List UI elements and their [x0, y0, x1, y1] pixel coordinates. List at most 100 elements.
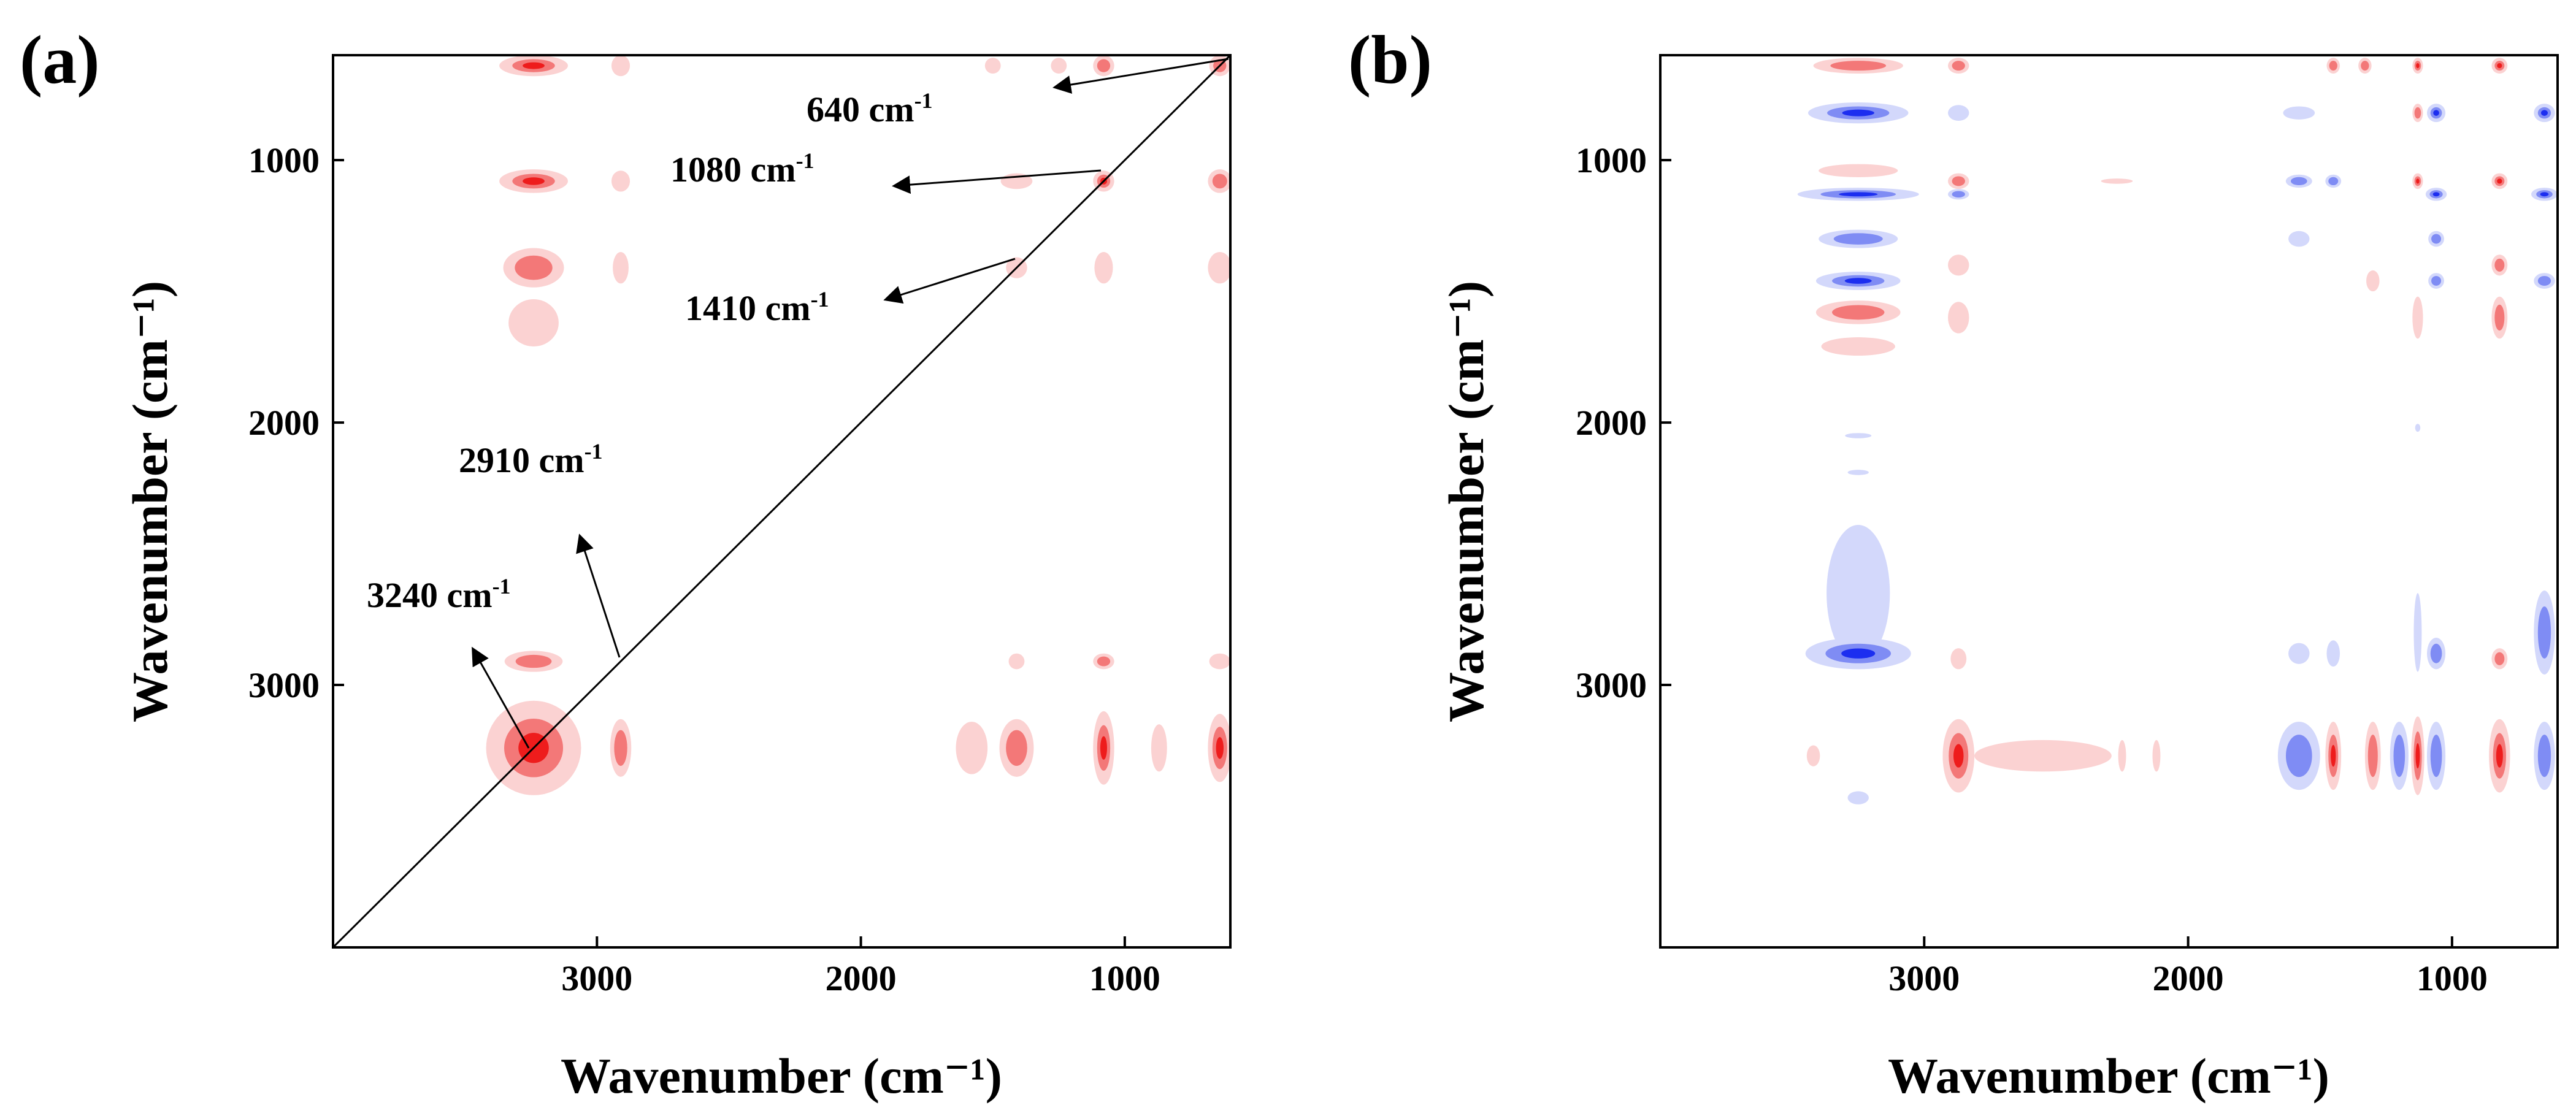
peak-contour — [2540, 192, 2549, 197]
svg-text:1410 cm-1: 1410 cm-1 — [685, 287, 829, 328]
peak-contour — [614, 730, 627, 766]
peak-contour — [2288, 231, 2310, 247]
plot-frame-a — [332, 54, 1232, 949]
peak-contour — [2433, 110, 2439, 116]
peak-contour — [2415, 424, 2421, 432]
cross-peak-a-1 — [1208, 714, 1230, 782]
annotation-2910-text: 2910 cm — [459, 440, 585, 480]
y-tick-label: 3000 — [248, 665, 320, 705]
peak-contour — [2283, 106, 2315, 120]
peak-contour — [1051, 58, 1067, 74]
y-axis-title-b: Wavenumber (cm⁻¹) — [1438, 281, 1494, 722]
annotation-1410-arrow — [883, 258, 1016, 304]
x-tick-label: 3000 — [1888, 958, 1960, 998]
cross-peak-a-3 — [999, 719, 1034, 777]
y-tick-label: 1000 — [248, 140, 320, 180]
peak-contour — [1842, 109, 1874, 117]
cross-peaks-b — [1797, 58, 2558, 805]
peak-contour — [2494, 258, 2505, 272]
peak-contour — [2496, 744, 2503, 768]
cross-peak-b-33 — [2283, 106, 2315, 120]
cross-peak-b-13 — [1948, 189, 1969, 200]
cross-peak-b-26 — [2427, 721, 2446, 790]
annotation-640-text: 640 cm — [807, 90, 914, 129]
svg-text:1080 cm-1: 1080 cm-1 — [670, 148, 815, 189]
peak-contour — [1097, 59, 1111, 72]
cross-peak-b-48 — [2366, 270, 2380, 292]
y-tick-label: 2000 — [248, 403, 320, 443]
peak-contour — [2540, 110, 2548, 116]
annotation-1080-sup: -1 — [796, 148, 815, 173]
x-tick-label: 3000 — [561, 958, 632, 998]
peak-contour — [1948, 105, 1969, 121]
cross-peak-b-62 — [2415, 424, 2421, 432]
cross-peak-a-20 — [1208, 251, 1230, 284]
cross-peak-b-15 — [1948, 302, 1969, 334]
diagonal-line — [332, 54, 1232, 949]
cross-peak-a-9 — [503, 248, 564, 288]
annotation-2910-sup: -1 — [585, 439, 603, 464]
peak-contour — [515, 654, 552, 668]
peak-contour — [1847, 470, 1869, 475]
peak-contour — [508, 299, 559, 347]
peak-contour — [1953, 744, 1964, 768]
annotation-1080: 1080 cm-1 — [670, 148, 1102, 194]
cross-peak-b-45 — [2491, 254, 2508, 276]
peak-contour — [1948, 302, 1969, 334]
cross-peak-b-51 — [2427, 638, 2446, 670]
x-tick-label: 1000 — [2417, 958, 2488, 998]
annotation-1080-arrow — [892, 169, 1102, 194]
peak-contour — [956, 721, 988, 774]
peak-contour — [2328, 177, 2339, 186]
cross-peak-b-22 — [2325, 721, 2342, 790]
cross-peak-a-25 — [1008, 653, 1025, 670]
cross-peak-b-42 — [2425, 188, 2447, 201]
peak-contour — [1806, 745, 1820, 766]
svg-text:640 cm-1: 640 cm-1 — [807, 88, 933, 129]
peak-contour — [2416, 63, 2420, 69]
plot-a: 3000 2000 1000 1000 2000 3000 Wavenumber (cm⁻… — [122, 54, 1232, 1104]
cross-peak-b-3 — [1797, 188, 1919, 201]
peak-contour — [1006, 730, 1027, 766]
cross-peak-b-11 — [1948, 105, 1969, 121]
cross-peak-a-17 — [1208, 169, 1230, 193]
cross-peak-b-6 — [1815, 300, 1901, 324]
peak-contour — [2101, 178, 2133, 184]
x-axis-title-b: Wavenumber (cm⁻¹) — [1888, 1048, 2329, 1104]
peak-contour — [2494, 652, 2505, 665]
peak-contour — [1209, 653, 1230, 670]
plot-frame-b — [1659, 54, 2559, 949]
annotation-1080-text: 1080 cm — [670, 150, 796, 189]
peak-contour — [2537, 276, 2551, 286]
peak-contour — [1094, 251, 1113, 284]
peak-contour — [2432, 192, 2440, 197]
cross-peak-a-7 — [499, 55, 568, 77]
cross-peak-b-25 — [2411, 716, 2425, 795]
peak-contour — [2329, 61, 2337, 71]
annotation-640: 640 cm-1 — [807, 58, 1229, 129]
ticks-a: 3000 2000 1000 1000 2000 3000 — [248, 140, 1160, 998]
peak-contour — [2497, 63, 2502, 69]
cross-peak-b-54 — [2534, 590, 2555, 675]
annotation-640-sup: -1 — [914, 88, 933, 113]
cross-peak-b-41 — [2531, 188, 2558, 201]
peak-contour — [1100, 736, 1107, 760]
peak-contour — [2366, 270, 2380, 292]
cross-peak-b-16 — [1950, 648, 1967, 670]
cross-peak-b-9 — [1805, 638, 1911, 670]
peak-contour — [2430, 643, 2442, 663]
cross-peak-a-4 — [956, 721, 988, 774]
annotation-1410-text: 1410 cm — [685, 288, 811, 328]
ticks-b: 3000 2000 1000 1000 2000 3000 — [1576, 140, 2488, 998]
plot-b: 3000 2000 1000 1000 2000 3000 Wavenumber (cm⁻… — [1438, 54, 2559, 1104]
peak-contour — [2361, 61, 2369, 71]
cross-peak-b-57 — [2118, 740, 2126, 772]
peak-contour — [2393, 735, 2405, 778]
cross-peak-a-5 — [610, 719, 632, 777]
cross-peak-b-40 — [2285, 174, 2312, 188]
peak-contour — [1827, 525, 1890, 662]
cross-peak-b-7 — [1821, 337, 1895, 356]
peak-contour — [2430, 735, 2442, 778]
annotation-3240-text: 3240 cm — [367, 575, 493, 615]
